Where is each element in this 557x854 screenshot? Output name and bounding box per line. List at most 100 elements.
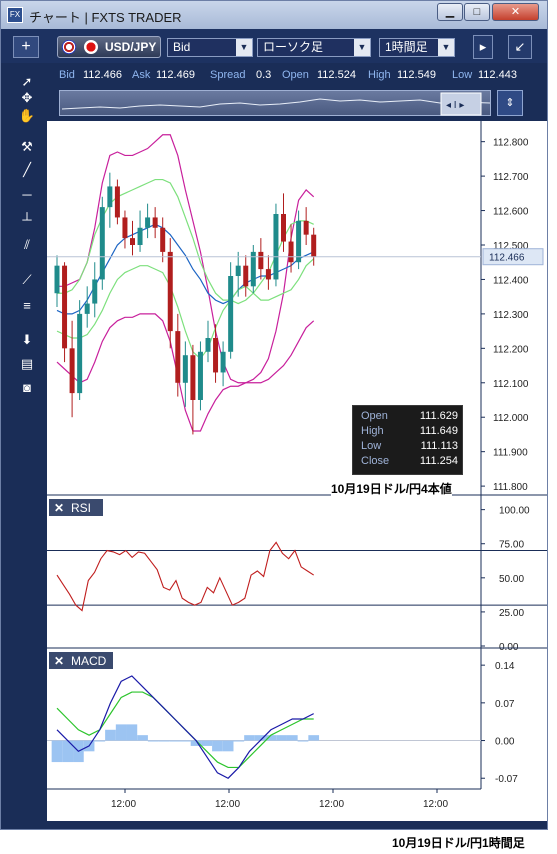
- price-tick-label: 112.700: [493, 172, 529, 183]
- candle-body: [69, 348, 75, 394]
- popup-low-value: 111.113: [420, 440, 458, 452]
- close-button[interactable]: ✕: [492, 3, 539, 21]
- macd-line: [56, 675, 314, 779]
- price-tick-label: 111.800: [493, 482, 528, 493]
- us-flag-icon: [62, 40, 76, 54]
- rsi-title-tab: [49, 499, 103, 516]
- x-axis-background: [47, 789, 547, 821]
- bid-label: Bid: [59, 69, 75, 81]
- price-tick-label: 111.900: [493, 448, 528, 459]
- title-bar: FX チャート | FXTS TRADER ▁ □ ✕: [1, 1, 547, 29]
- macd-tick-label: 0.00: [495, 737, 515, 748]
- macd-histogram-bar: [233, 740, 245, 742]
- last-price-badge: [482, 248, 544, 266]
- rsi-tick-label: 100.00: [499, 506, 530, 517]
- candle-body: [303, 220, 309, 235]
- candle-body: [99, 207, 105, 280]
- price-tick-label: 112.800: [493, 138, 529, 149]
- symbol-selector[interactable]: USD/JPY: [57, 36, 161, 58]
- settings-panel-icon[interactable]: ▸: [473, 35, 493, 59]
- macd-histogram-bar: [105, 729, 116, 741]
- macd-histogram-bar: [137, 735, 148, 741]
- candle-body: [197, 351, 203, 400]
- timeframe-select[interactable]: 1時間足 ▼: [379, 38, 455, 57]
- macd-histogram-bar: [201, 740, 213, 746]
- macd-histogram-bar: [254, 735, 266, 741]
- x-tick-label: 12:00: [319, 799, 344, 810]
- macd-histogram-bar: [265, 735, 277, 741]
- macd-histogram-bar: [62, 740, 74, 763]
- quote-bar: Bid 112.466 Ask 112.469 Spread 0.3 Open …: [1, 65, 547, 85]
- add-chart-button[interactable]: +: [13, 36, 39, 58]
- high-value: 112.549: [397, 69, 436, 81]
- popup-high-value: 111.649: [419, 425, 458, 437]
- popout-arrow-icon[interactable]: ↙: [508, 35, 532, 59]
- candle-body: [152, 217, 158, 228]
- crosshair-pointer-icon[interactable]: ✥: [21, 90, 33, 105]
- price-tick-label: 112.100: [493, 379, 529, 390]
- candle-body: [220, 351, 226, 373]
- macd-close-icon: ✕: [54, 654, 64, 668]
- hand-icon[interactable]: ✋: [18, 108, 36, 123]
- vertical-line-icon[interactable]: ┴: [22, 212, 32, 227]
- home-scroll-button[interactable]: ⇕: [497, 90, 523, 116]
- candle-body: [235, 265, 241, 276]
- hammer-icon[interactable]: ⚒: [21, 139, 33, 154]
- candle-body: [145, 217, 151, 228]
- bollinger-lower2-line: [56, 313, 315, 432]
- candle-body: [114, 186, 120, 218]
- jp-flag-icon: [84, 40, 98, 54]
- navigator-scrollbar[interactable]: ◂ I ▸: [59, 90, 491, 116]
- high-label: High: [368, 69, 391, 81]
- pointer-icon[interactable]: ➚: [21, 74, 33, 89]
- candle-body: [273, 214, 279, 280]
- candle-body: [122, 217, 128, 239]
- candle-body: [296, 220, 302, 263]
- bollinger-upper2-line: [57, 134, 315, 384]
- popup-low-label: Low: [361, 440, 382, 452]
- bollinger-middle-line: [56, 223, 314, 315]
- candle-body: [190, 355, 196, 400]
- macd-histogram-bar: [147, 740, 159, 742]
- price-tick-label: 112.000: [493, 413, 529, 424]
- candle-body: [160, 227, 166, 252]
- price-type-select[interactable]: Bid ▼: [167, 38, 253, 57]
- candle-body: [92, 279, 98, 304]
- popup-close-label: Close: [361, 455, 390, 467]
- chart-area[interactable]: 112.800 112.700 112.600 112.500 112.400 112.3…: [47, 121, 547, 821]
- candle-body: [243, 265, 249, 287]
- rsi-close-icon: ✕: [54, 501, 64, 515]
- price-type-value: Bid: [173, 40, 191, 54]
- camera-icon[interactable]: ◙: [23, 380, 31, 395]
- candle-body: [182, 355, 188, 383]
- candle-body: [213, 338, 219, 373]
- fan-lines-icon[interactable]: ⟋: [22, 272, 32, 287]
- list-icon[interactable]: ▤: [20, 356, 34, 371]
- popup-high-label: High: [361, 425, 384, 437]
- parallel-lines-icon[interactable]: ⫽: [24, 237, 30, 252]
- candle-body: [107, 186, 113, 208]
- macd-histogram-bar: [297, 740, 309, 742]
- macd-histogram-bar: [51, 740, 63, 763]
- minimize-button[interactable]: ▁: [437, 3, 463, 21]
- candle-body: [281, 214, 286, 242]
- candle-body: [265, 269, 271, 280]
- navigator-sparkline: ◂ I ▸: [61, 92, 491, 116]
- trend-line-icon[interactable]: ╱: [23, 162, 31, 177]
- macd-title: MACD: [71, 654, 107, 668]
- svg-text:◂ I ▸: ◂ I ▸: [446, 100, 464, 111]
- candle-body: [205, 338, 211, 352]
- popup-open-value: 111.629: [419, 410, 458, 422]
- macd-histogram-bar: [169, 740, 181, 742]
- chevron-down-icon: ▼: [236, 39, 252, 56]
- download-icon[interactable]: ⬇: [21, 332, 33, 347]
- app-icon: FX: [7, 7, 23, 23]
- candle-body: [77, 313, 83, 394]
- horizontal-line-icon[interactable]: ─: [22, 187, 32, 202]
- ask-label: Ask: [132, 69, 151, 81]
- maximize-button[interactable]: □: [464, 3, 490, 21]
- spread-value: 0.3: [256, 69, 272, 81]
- chart-type-select[interactable]: ローソク足 ▼: [257, 38, 371, 57]
- rsi-title: RSI: [71, 501, 91, 515]
- fibonacci-icon[interactable]: ≡: [23, 298, 31, 313]
